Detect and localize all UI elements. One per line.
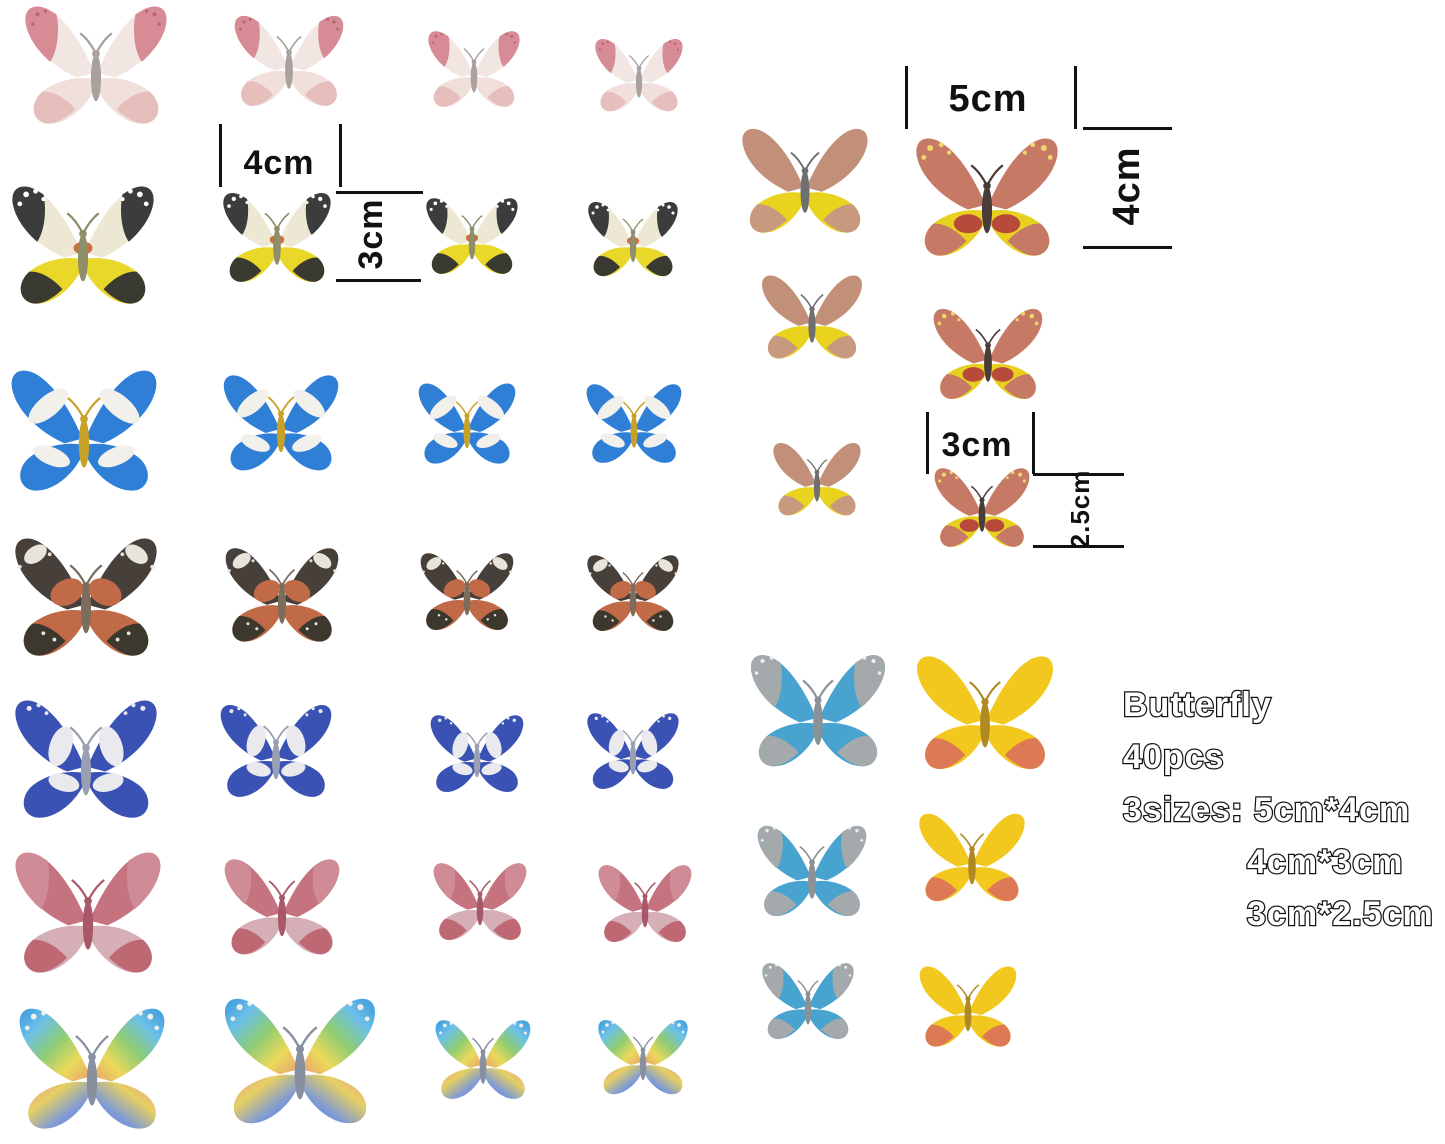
butterfly-bluewhite: [418, 383, 516, 464]
butterfly-golden: [919, 813, 1025, 901]
product-text-title: Butterfly: [1122, 686, 1272, 724]
measurement-line: [1083, 246, 1172, 249]
butterfly-mauve: [433, 862, 527, 940]
measurement-line: [336, 191, 423, 194]
butterfly-bluewhite: [586, 383, 682, 463]
butterfly-paintedlady: [225, 548, 339, 642]
butterfly-pink: [428, 31, 520, 107]
butterfly-tealsilver: [762, 963, 854, 1039]
butterfly-tanyellow: [742, 128, 868, 233]
butterfly-mauve: [598, 864, 692, 942]
butterfly-royalblue: [15, 700, 157, 818]
butterfly-rainbow: [435, 1019, 531, 1099]
measurement-label: 4cm: [1106, 146, 1148, 226]
butterfly-roseyellow: [934, 467, 1030, 547]
butterfly-golden: [919, 966, 1017, 1047]
butterfly-pink: [25, 6, 167, 124]
butterfly-monarch: [223, 192, 331, 282]
measurement-label: 3cm: [352, 198, 390, 270]
butterfly-pink: [234, 15, 344, 106]
butterfly-paintedlady: [587, 555, 679, 631]
butterfly-bluewhite: [223, 375, 339, 471]
measurement-line: [336, 279, 421, 282]
measurement-label: 5cm: [948, 78, 1028, 120]
butterfly-golden: [917, 656, 1053, 770]
measurement-tick: [339, 124, 342, 187]
measurement-label: 4cm: [243, 144, 315, 182]
butterfly-rainbow: [19, 1008, 165, 1129]
measurement-tick: [1032, 412, 1035, 474]
product-text-count: 40pcs: [1122, 738, 1225, 776]
butterfly-mauve: [15, 852, 161, 973]
butterfly-pink: [595, 38, 683, 112]
measurement-label: 3cm: [941, 426, 1013, 464]
butterfly-rainbow: [224, 998, 376, 1123]
measurement-tick: [905, 66, 908, 129]
butterfly-bluewhite: [11, 370, 157, 491]
measurement-line: [1083, 127, 1172, 130]
measurement-label: 2.5cm: [1065, 469, 1095, 549]
product-text-sizes_line1: 3sizes: 5cm*4cm: [1122, 791, 1411, 829]
butterfly-monarch: [588, 202, 678, 277]
measurement-line: [1033, 473, 1124, 476]
butterfly-royalblue: [220, 705, 332, 797]
butterfly-tealsilver: [757, 825, 867, 916]
butterfly-royalblue: [430, 714, 524, 792]
measurement-tick: [926, 412, 929, 474]
butterfly-tanyellow: [761, 275, 863, 359]
butterfly-paintedlady: [15, 538, 157, 656]
butterfly-roseyellow: [933, 308, 1043, 399]
butterfly-monarch: [426, 198, 518, 274]
measurement-tick: [1074, 66, 1077, 129]
measurement-tick: [219, 124, 222, 187]
butterfly-rainbow: [598, 1020, 688, 1095]
product-text-sizes_line2: 4cm*3cm: [1246, 843, 1404, 881]
butterfly-tealsilver: [750, 655, 886, 767]
product-text-sizes_line3: 3cm*2.5cm: [1246, 895, 1434, 933]
measurement-line: [1033, 545, 1124, 548]
butterfly-monarch: [12, 186, 154, 304]
butterfly-paintedlady: [420, 552, 514, 630]
butterfly-roseyellow: [916, 138, 1058, 256]
butterfly-mauve: [224, 859, 340, 955]
butterfly-tanyellow: [773, 442, 861, 516]
butterfly-royalblue: [587, 713, 679, 789]
